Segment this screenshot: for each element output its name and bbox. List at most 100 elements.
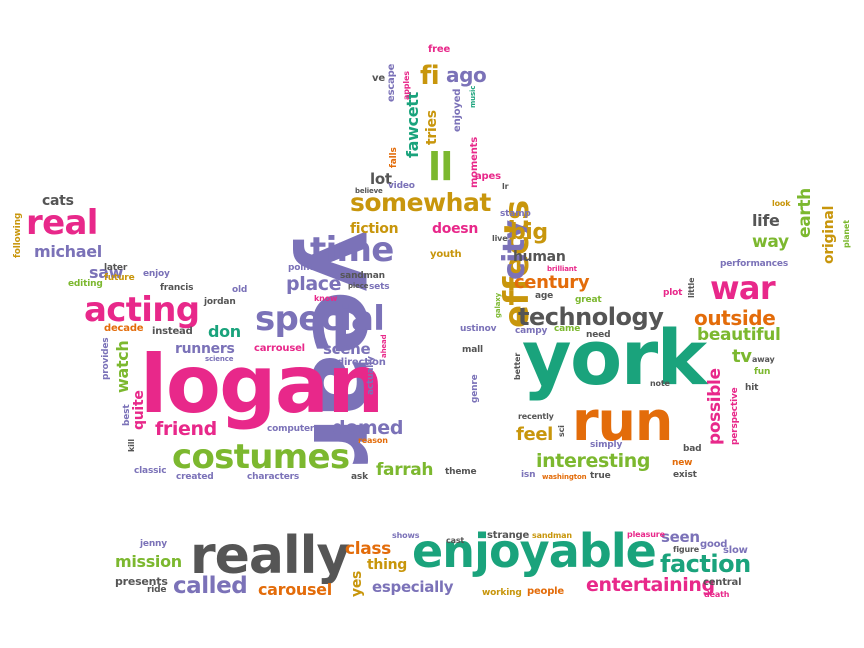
word-escape: escape [386,63,397,102]
word-strange: strange [487,530,530,541]
word-central: central [703,577,742,588]
word-ahead: ahead [380,334,388,359]
word-away: away [752,355,775,364]
word-campy: campy [515,326,548,336]
word-actually: actually [366,356,376,395]
word-carousel: carousel [258,580,332,599]
word-place: place [286,273,342,295]
word-recently: recently [518,412,554,421]
word-enjoyed: enjoyed [452,88,463,132]
word-mission: mission [115,552,182,571]
word-friend: friend [155,418,217,440]
word-slow: slow [723,545,748,556]
word-know: know [314,294,338,303]
word-don: don [208,322,241,341]
word-computer: computer [267,424,315,434]
word-class: class [345,539,391,559]
word-death: death [704,590,730,599]
word-beautiful: beautiful [697,325,781,345]
word-jordan: jordan [204,297,236,307]
word-isn: isn [521,470,536,480]
word-shows: shows [392,531,420,540]
word-best: best [122,404,132,427]
word-acting: acting [84,290,200,330]
word-new: new [672,458,693,468]
word-good: good [700,539,728,550]
word-big: big [510,220,548,245]
word-music: music [469,85,477,108]
word-century: century [514,272,590,293]
word-seen: seen [661,528,700,546]
word-instead: instead [152,326,193,337]
word-falls: falls [389,147,399,168]
word-lot: lot [370,170,392,188]
word-war: war [710,269,776,307]
word-yes: yes [349,570,365,597]
word-hit: hit [745,383,759,393]
word-entertaining: entertaining [586,574,715,596]
word-doesn: doesn [432,221,479,237]
word-real: real [26,203,98,243]
word-original: original [821,205,837,264]
word-francis: francis [160,283,194,293]
word-simply: simply [590,440,623,450]
word-ago: ago [446,63,487,87]
word-brilliant: brilliant [547,265,577,273]
word-figure: figure [673,545,700,554]
word-ride: ride [147,585,167,595]
word-saw: saw [89,263,124,282]
word-piece: piece [348,282,369,290]
word-direction: direction [337,357,386,368]
word-farrah: farrah [376,460,434,480]
word-scene: scene [323,340,371,358]
word-bad: bad [683,444,702,454]
word-point: point [288,263,314,273]
word-came: came [554,324,581,334]
word-live: live [492,234,508,243]
word-thing: thing [367,557,408,573]
word-future: future [104,273,135,283]
word-decade: decade [104,323,144,334]
word-science: science [205,355,234,363]
word-mall: mall [462,345,483,355]
word-youth: youth [430,249,462,260]
word-look: look [772,199,791,208]
word-fiction: fiction [350,221,399,237]
word-stamp: stamp [500,209,531,219]
word-michael: michael [34,242,102,261]
word-quite: quite [131,390,147,430]
word-exist: exist [673,470,697,480]
word-cast: cast [446,536,465,545]
word-better: better [513,352,522,380]
word-kill: kill [127,439,136,452]
word-believe: believe [355,187,383,195]
word-special: special [255,299,385,339]
word-planet: planet [842,220,851,248]
word-technology: technology [518,303,664,331]
word-later: later [104,263,128,273]
word-pleasure: pleasure [627,530,665,539]
word-apples: apples [402,71,411,100]
word-jenny: jenny [140,539,167,549]
word-provides: provides [101,337,111,380]
word-called: called [173,573,248,599]
word-fun: fun [754,367,771,377]
word-sandman: sandman [340,271,385,281]
word-sets: sets [369,282,390,292]
word-fi: fi [420,61,440,91]
word-enjoyable: enjoyable [412,524,657,578]
word-following: following [13,212,23,258]
word-people: people [527,586,564,597]
word-theme: theme [445,467,477,477]
word-interesting: interesting [536,450,651,472]
word-little: little [687,277,696,298]
word-tries: tries [424,110,440,145]
word-earth: earth [795,188,815,238]
word-carrousel: carrousel [254,343,305,354]
word-created: created [176,472,214,482]
word-really: really [190,526,350,586]
word-cats: cats [42,193,74,209]
word-free: free [428,44,451,55]
word-life: life [752,211,780,230]
